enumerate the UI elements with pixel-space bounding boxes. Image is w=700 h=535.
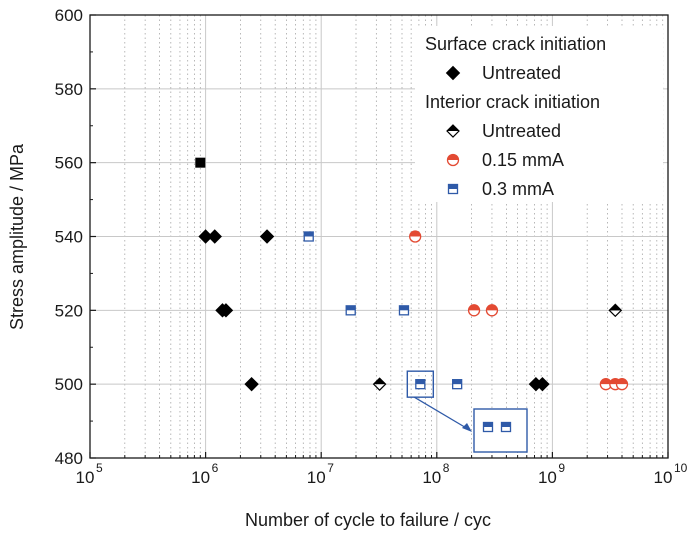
legend-marker-fill — [447, 154, 459, 160]
x-tick-label: 10 — [538, 468, 557, 487]
data-point-series-3-fill — [452, 379, 462, 385]
y-tick-label: 520 — [55, 301, 83, 320]
legend-group-title: Interior crack initiation — [425, 92, 600, 112]
data-point-series-1 — [608, 303, 623, 318]
data-point-series-3 — [415, 379, 426, 390]
zoom-box — [473, 408, 528, 453]
data-point-series-3 — [345, 305, 356, 316]
legend-group-title: Surface crack initiation — [425, 34, 606, 54]
data-point-series-0 — [207, 229, 222, 244]
data-point-series-1-outline — [372, 377, 387, 392]
x-tick-exponent: 6 — [212, 461, 219, 475]
data-point-series-3 — [452, 379, 463, 390]
legend-marker — [445, 65, 461, 81]
legend-marker-fill — [448, 184, 458, 189]
x-tick-label: 10 — [422, 468, 441, 487]
legend-marker — [447, 183, 459, 195]
data-point-series-2 — [615, 378, 629, 391]
zoom-marker — [482, 421, 494, 433]
legend-entry-label: 0.3 mmA — [482, 179, 554, 199]
x-tick-exponent: 5 — [96, 461, 103, 475]
data-point-extra — [195, 157, 206, 168]
data-point-series-1-fill — [609, 304, 622, 311]
data-point-series-2-fill — [409, 231, 421, 237]
data-point-series-0 — [244, 376, 259, 392]
y-tick-label: 480 — [55, 449, 83, 468]
axis-ticks — [89, 14, 669, 459]
zoom-inset — [406, 370, 528, 453]
data-point-series-2 — [485, 304, 499, 317]
x-tick-exponent: 8 — [443, 461, 450, 475]
zoom-marker-fill — [483, 422, 493, 427]
x-tick-label: 10 — [654, 468, 673, 487]
y-axis-title: Stress amplitude / MPa — [7, 143, 27, 330]
data-point-series-2-fill — [616, 378, 628, 385]
y-tick-label: 560 — [55, 154, 83, 173]
legend-marker-fill — [447, 125, 459, 131]
zoom-marker — [500, 421, 512, 433]
data-point-series-1 — [372, 377, 387, 392]
data-point-series-0 — [218, 303, 234, 318]
zoom-source-box — [406, 370, 435, 398]
data-point-series-3-fill — [346, 305, 356, 311]
x-tick-label: 10 — [76, 468, 95, 487]
legend: Surface crack initiation Untreated Interio… — [415, 26, 663, 202]
legend-marker — [446, 153, 460, 167]
zoom-marker-fill — [501, 422, 511, 427]
data-point-series-2 — [409, 230, 422, 243]
x-tick-exponent: 9 — [558, 461, 565, 475]
zoom-arrow-line — [413, 396, 469, 430]
data-point-series-2-fill — [600, 378, 612, 385]
data-point-series-2-fill — [468, 304, 480, 311]
x-tick-label: 10 — [191, 468, 210, 487]
y-tick-label: 580 — [55, 80, 83, 99]
legend-entry-label: 0.15 mmA — [482, 150, 564, 170]
legend-marker-outline — [446, 124, 460, 138]
data-point-series-3 — [303, 231, 314, 242]
data-point-series-2 — [467, 304, 481, 317]
data-point-series-3-fill — [399, 305, 409, 311]
data-point-series-1-fill — [373, 378, 386, 385]
data-point-series-3-fill — [304, 232, 314, 237]
data-point-series-3-fill — [415, 379, 425, 385]
zoom-arrow-head — [462, 423, 472, 432]
x-tick-exponent: 7 — [327, 461, 334, 475]
data-point-series-0 — [259, 229, 275, 244]
data-point-series-0 — [535, 376, 550, 392]
legend-background — [415, 26, 663, 202]
data-point-series-2-fill — [486, 304, 498, 311]
data-point-series-1-outline — [608, 303, 623, 318]
x-tick-exponent: 10 — [674, 461, 688, 475]
y-tick-label: 500 — [55, 375, 83, 394]
legend-entry-label: Untreated — [482, 63, 561, 83]
y-tick-label: 540 — [55, 228, 83, 247]
x-tick-label: 10 — [307, 468, 326, 487]
y-tick-label: 600 — [55, 6, 83, 25]
legend-entry-label: Untreated — [482, 121, 561, 141]
x-axis-title: Number of cycle to failure / cyc — [245, 510, 491, 530]
data-point-series-3 — [398, 305, 410, 316]
legend-marker — [446, 124, 460, 138]
data-markers — [195, 157, 629, 392]
